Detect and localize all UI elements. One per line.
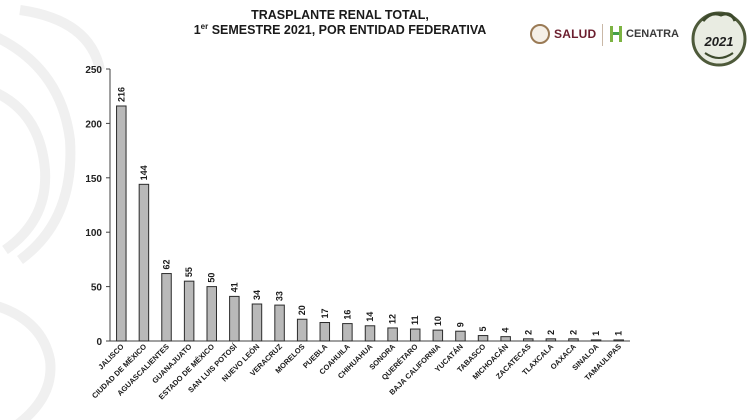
bar-value-label: 2: [523, 330, 533, 335]
y-tick-label: 150: [85, 174, 102, 185]
bar-value-label: 11: [410, 316, 420, 326]
bar: [409, 328, 421, 342]
bar: [116, 105, 127, 342]
title-superscript: er: [200, 21, 209, 31]
y-tick-label: 200: [85, 119, 102, 130]
salud-logo-text: SALUD: [554, 27, 597, 41]
bar-value-label: 55: [184, 267, 194, 277]
bar-value-label: 17: [320, 308, 330, 318]
bar: [387, 327, 398, 342]
bar: [432, 329, 444, 342]
bar: [342, 323, 353, 342]
bar: [477, 335, 489, 342]
bar: [364, 325, 376, 342]
title-line-1: TRASPLANTE RENAL TOTAL,: [251, 8, 429, 22]
y-tick-label: 50: [91, 283, 103, 294]
bar-value-label: 50: [207, 273, 217, 283]
bar-value-label: 2: [546, 330, 556, 335]
bar: [545, 338, 557, 342]
bar-value-label: 20: [297, 305, 307, 315]
anniversary-badge-icon: [691, 11, 747, 67]
cenatra-logo: CENATRA: [609, 25, 679, 43]
y-tick-label: 250: [85, 65, 102, 76]
y-tick-label: 100: [85, 228, 102, 239]
bar: [274, 304, 285, 342]
title-line-2: 1er SEMESTRE 2021, POR ENTIDAD FEDERATIV…: [193, 21, 487, 37]
bar: [568, 338, 579, 342]
bar: [455, 330, 466, 342]
bar: [251, 303, 263, 342]
bar: [523, 338, 534, 342]
bar-value-label: 33: [275, 291, 285, 301]
bar-value-label: 1: [614, 331, 624, 336]
bar-value-label: 14: [365, 312, 375, 322]
chart-title: TRASPLANTE RENAL TOTAL, 1er SEMESTRE 202…: [150, 8, 530, 38]
bar: [590, 339, 602, 342]
salud-logo: SALUD: [530, 24, 596, 44]
bar: [206, 286, 217, 342]
cenatra-mark-icon: [610, 26, 622, 42]
salud-seal-icon: [530, 24, 550, 44]
bar-value-label: 9: [455, 322, 465, 327]
bar-value-label: 1: [591, 331, 601, 336]
bar: [296, 318, 308, 342]
bar: [183, 280, 195, 342]
bar: [319, 322, 331, 342]
bar-value-label: 10: [433, 316, 443, 326]
badge-year: 2021: [704, 34, 734, 49]
bar: [613, 339, 624, 342]
bar-value-label: 34: [252, 290, 262, 300]
bar-value-label: 62: [162, 260, 172, 270]
y-tick-label: 0: [96, 337, 102, 348]
bar: [500, 336, 511, 342]
cenatra-logo-text: CENATRA: [626, 28, 679, 40]
logo-divider: [602, 24, 603, 46]
bar: [161, 273, 172, 342]
bar-value-label: 16: [342, 310, 352, 320]
bar-value-label: 144: [139, 165, 149, 180]
bar-value-label: 4: [501, 328, 511, 333]
bar-value-label: 2: [568, 330, 578, 335]
bar-value-label: 41: [229, 282, 239, 292]
bar-value-label: 12: [388, 314, 398, 324]
bar-value-label: 216: [116, 87, 126, 102]
bar: [138, 183, 150, 342]
bar: [229, 295, 240, 342]
bar-value-label: 5: [478, 327, 488, 332]
